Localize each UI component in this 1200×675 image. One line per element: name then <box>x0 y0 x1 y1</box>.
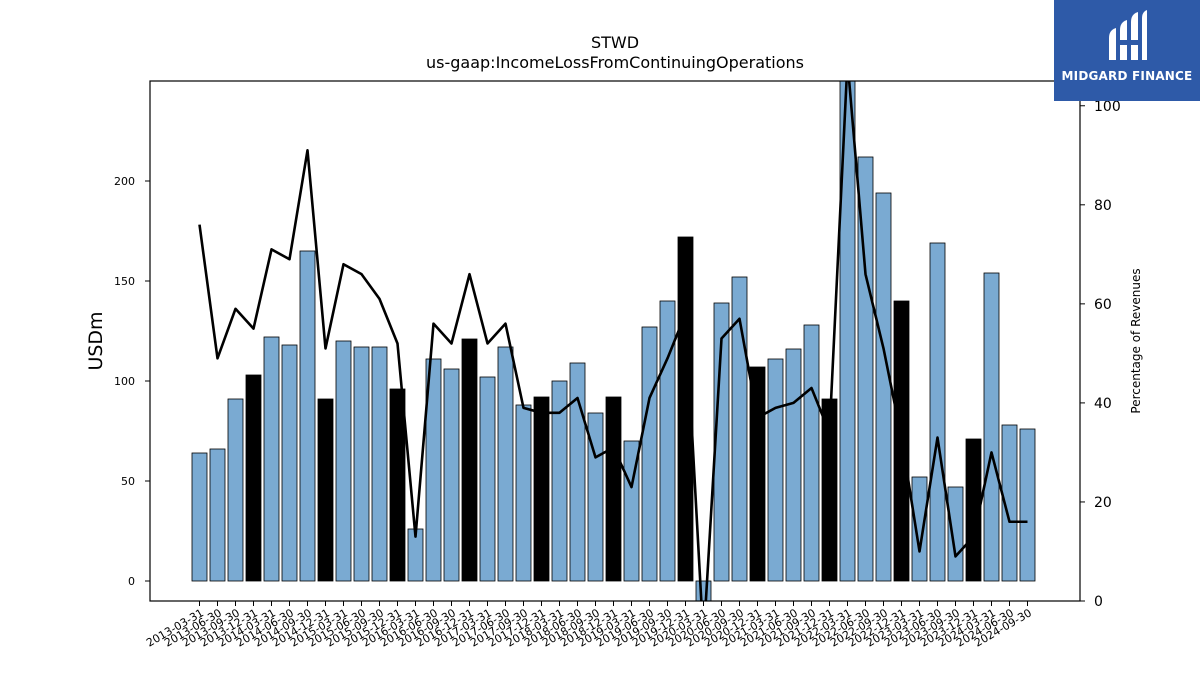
bar <box>515 404 532 582</box>
bar <box>857 156 874 582</box>
y2-tick-label: 40 <box>1094 396 1112 412</box>
bar <box>983 272 1000 582</box>
bar <box>371 346 388 582</box>
bar <box>389 388 406 582</box>
bar <box>191 452 208 582</box>
bar <box>821 398 838 582</box>
bar <box>281 344 298 582</box>
y-tick-label: 50 <box>121 475 135 488</box>
bar <box>713 302 730 582</box>
brand-name: MIDGARD FINANCE <box>1061 69 1193 83</box>
brand-logo: MIDGARD FINANCE <box>1054 0 1200 101</box>
bar <box>767 358 784 582</box>
y-tick-label: 150 <box>114 275 135 288</box>
bar <box>299 250 316 582</box>
bar <box>1019 428 1036 582</box>
bar <box>317 398 334 582</box>
bar <box>749 366 766 582</box>
y-tick-label: 0 <box>128 575 135 588</box>
bars-layer <box>191 81 1036 601</box>
bar <box>839 81 856 582</box>
bar <box>947 486 964 582</box>
bar <box>911 476 928 582</box>
bar <box>551 380 568 582</box>
bar <box>929 242 946 582</box>
y-tick-label: 200 <box>114 175 135 188</box>
bar <box>353 346 370 582</box>
line-layer <box>198 81 1028 601</box>
bar <box>425 358 442 582</box>
bar <box>605 396 622 582</box>
bar <box>533 396 550 582</box>
bar <box>731 276 748 582</box>
y2-tick-label: 100 <box>1094 99 1121 115</box>
bar <box>335 340 352 582</box>
bar <box>641 326 658 582</box>
bar <box>443 368 460 582</box>
bar <box>785 348 802 582</box>
y2-tick-label: 60 <box>1094 297 1112 313</box>
bar <box>479 376 496 582</box>
bar <box>497 346 514 582</box>
bar <box>227 398 244 582</box>
bar <box>875 192 892 582</box>
bar <box>461 338 478 582</box>
y2-tick-label: 80 <box>1094 198 1112 214</box>
plot-frame <box>149 80 1081 602</box>
y2-tick-label: 20 <box>1094 495 1112 511</box>
chart-title: STWD <box>591 33 639 52</box>
bar <box>245 374 262 582</box>
chart-subtitle: us-gaap:IncomeLossFromContinuingOperatio… <box>426 53 804 72</box>
bar <box>965 438 982 582</box>
y-axis-label: USDm <box>85 311 107 370</box>
bar <box>659 300 676 582</box>
bar <box>803 324 820 582</box>
y-tick-label: 100 <box>114 375 135 388</box>
series-line <box>198 81 1028 601</box>
bar <box>263 336 280 582</box>
bar <box>569 362 586 582</box>
y2-tick-label: 0 <box>1094 594 1103 610</box>
bar <box>209 448 226 582</box>
y2-axis-label: Percentage of Revenues <box>1129 268 1143 413</box>
bar <box>1001 424 1018 582</box>
logo-mark-icon <box>1109 10 1147 60</box>
